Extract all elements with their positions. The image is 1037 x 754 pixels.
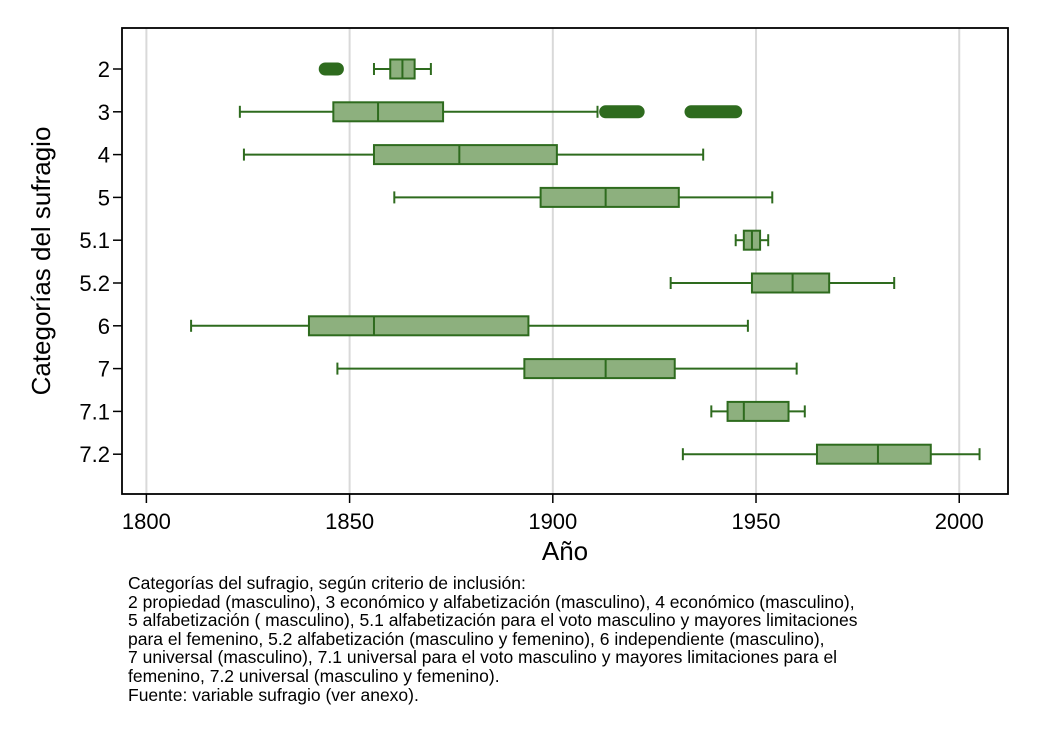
y-tick-label: 4 xyxy=(98,143,110,168)
x-tick-label: 1850 xyxy=(325,509,374,534)
iqr-box xyxy=(332,101,445,123)
box-7-2 xyxy=(681,443,981,465)
box-7-1 xyxy=(710,400,806,422)
y-tick-label: 5 xyxy=(98,185,110,210)
box-5 xyxy=(393,186,774,208)
footnote-line: Categorías del sufragio, según criterio … xyxy=(128,573,526,593)
box-5-1 xyxy=(734,229,770,251)
y-tick-label: 7 xyxy=(98,357,110,382)
box-series xyxy=(190,58,981,465)
iqr-box xyxy=(539,186,680,208)
iqr-box xyxy=(726,400,790,422)
footnote-line: 5 alfabetización ( masculino), 5.1 alfab… xyxy=(128,610,858,631)
x-axis: 1800 1850 1900 1950 2000 xyxy=(122,494,984,534)
box-2 xyxy=(318,58,432,80)
y-tick-label: 5.2 xyxy=(79,271,110,296)
footnote-line: 7 universal (masculino), 7.1 universal p… xyxy=(128,647,838,668)
x-tick-label: 1950 xyxy=(732,509,781,534)
iqr-box xyxy=(523,358,676,380)
grid-lines xyxy=(145,28,961,494)
y-tick-label: 5.1 xyxy=(79,228,110,253)
plot-frame xyxy=(121,27,1009,495)
x-tick-label: 2000 xyxy=(935,509,984,534)
iqr-box xyxy=(815,443,932,465)
x-tick-label: 1900 xyxy=(528,509,577,534)
footnote-line: para el femenino, 5.2 alfabetización (ma… xyxy=(128,628,825,649)
y-tick-label: 7.1 xyxy=(79,399,110,424)
y-tick-label: 6 xyxy=(98,314,110,339)
box-7 xyxy=(336,358,798,380)
iqr-box xyxy=(372,144,558,166)
box-6 xyxy=(190,315,749,337)
y-axis: 2 3 4 5 5.1 5.2 6 7 7.1 7.2 xyxy=(79,57,122,467)
footnote-line: Fuente: variable sufragio (ver anexo). xyxy=(128,684,419,705)
x-tick-label: 1800 xyxy=(122,509,171,534)
iqr-box xyxy=(307,315,530,337)
footnote: Categorías del sufragio, según criterio … xyxy=(128,574,1028,704)
box-3 xyxy=(238,101,743,123)
y-tick-label: 7.2 xyxy=(79,442,110,467)
iqr-box xyxy=(750,272,831,294)
boxplot-chart: 1800 1850 1900 1950 2000 23455.15.2677.17.2 … xyxy=(26,27,1009,566)
y-tick-label: 2 xyxy=(98,57,110,82)
box-4 xyxy=(242,144,705,166)
y-tick-label: 3 xyxy=(98,100,110,125)
y-axis-title: Categorías del sufragio xyxy=(26,127,56,396)
x-axis-title: Año xyxy=(542,536,588,566)
box-5-2 xyxy=(669,272,896,294)
footnote-line: femenino, 7.2 universal (masculino y fem… xyxy=(128,665,500,686)
footnote-line: 2 propiedad (masculino), 3 económico y a… xyxy=(128,591,855,612)
